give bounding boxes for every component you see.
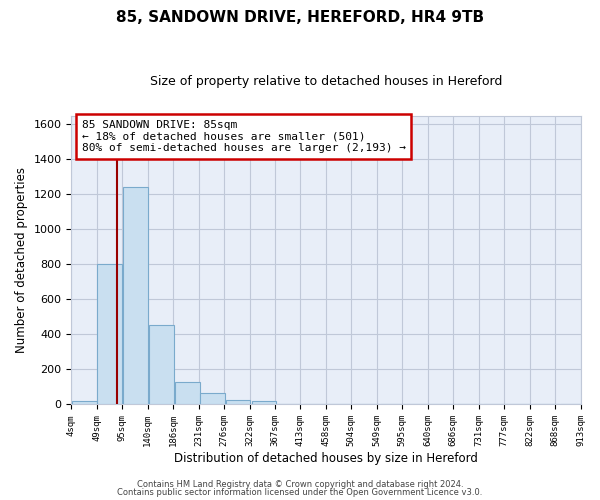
Bar: [123, 188, 148, 404]
Bar: [175, 382, 200, 404]
Text: 85, SANDOWN DRIVE, HEREFORD, HR4 9TB: 85, SANDOWN DRIVE, HEREFORD, HR4 9TB: [116, 10, 484, 25]
Text: Contains public sector information licensed under the Open Government Licence v3: Contains public sector information licen…: [118, 488, 482, 497]
Text: Contains HM Land Registry data © Crown copyright and database right 2024.: Contains HM Land Registry data © Crown c…: [137, 480, 463, 489]
Bar: [97, 264, 122, 404]
Title: Size of property relative to detached houses in Hereford: Size of property relative to detached ho…: [150, 75, 502, 88]
Bar: [71, 401, 97, 404]
X-axis label: Distribution of detached houses by size in Hereford: Distribution of detached houses by size …: [174, 452, 478, 465]
Y-axis label: Number of detached properties: Number of detached properties: [15, 167, 28, 353]
Bar: [149, 325, 173, 404]
Bar: [226, 400, 250, 404]
Bar: [251, 401, 277, 404]
Bar: [200, 393, 225, 404]
Text: 85 SANDOWN DRIVE: 85sqm
← 18% of detached houses are smaller (501)
80% of semi-d: 85 SANDOWN DRIVE: 85sqm ← 18% of detache…: [82, 120, 406, 153]
